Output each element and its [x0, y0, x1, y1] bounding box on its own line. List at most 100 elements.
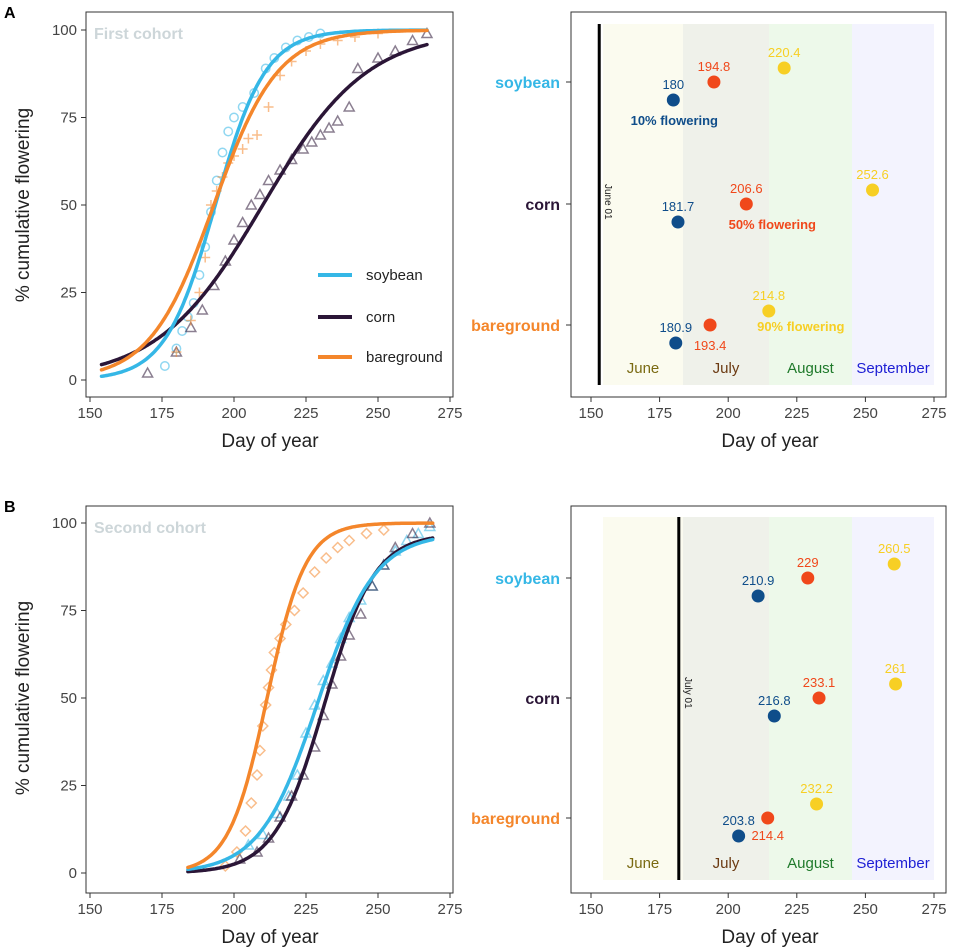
soybean-fit-curve [99, 28, 429, 379]
x-tick-label: 225 [784, 901, 809, 918]
month-label: July [713, 360, 740, 377]
y-axis-title: % cumulative flowering [13, 601, 34, 795]
data-point [406, 526, 419, 539]
point-bareground-10 [669, 336, 683, 350]
data-point [239, 824, 252, 838]
value-label: 193.4 [694, 338, 727, 353]
legend-label-corn: corn [366, 309, 395, 326]
category-label-corn: corn [525, 691, 560, 708]
value-label: 260.5 [878, 541, 911, 556]
x-axis-title: Day of year [721, 927, 819, 948]
data-point [288, 604, 301, 617]
data-point [236, 215, 249, 228]
data-point [141, 366, 154, 378]
y-tick-label: 0 [69, 372, 77, 389]
data-point [200, 252, 211, 263]
x-tick-label: 175 [647, 405, 672, 422]
month-label: June [627, 855, 660, 872]
point-bareground-50 [703, 318, 717, 332]
x-axis-title: Day of year [221, 431, 319, 452]
data-point [237, 144, 248, 154]
data-point [253, 187, 267, 200]
x-tick-label: 275 [437, 901, 462, 918]
data-point [423, 519, 437, 532]
first-cohort-dot-panel: June July August September 150 175 200 225 250 2… [471, 11, 947, 452]
data-point [217, 147, 228, 158]
month-band-july [683, 517, 769, 880]
data-point [229, 112, 239, 123]
category-label-bareground: bareground [471, 811, 560, 828]
data-point [297, 586, 310, 600]
x-tick-label: 200 [716, 405, 741, 422]
legend: soybean corn bareground [318, 267, 443, 366]
data-point [171, 347, 182, 357]
data-point [360, 527, 373, 540]
x-tick-label: 200 [221, 901, 246, 918]
data-point [365, 579, 379, 591]
month-band-august [769, 24, 852, 385]
second-cohort-curve-panel: 150 175 200 225 250 275 0 25 50 75 100 Second coho… [13, 505, 463, 948]
plot-frame [85, 11, 454, 398]
point-bareground-90 [810, 797, 824, 811]
x-tick-label: 275 [437, 405, 462, 422]
point-soybean-50 [707, 75, 721, 89]
data-point [227, 233, 241, 245]
month-band-september [852, 24, 934, 385]
point-corn-90 [866, 183, 880, 197]
category-label-corn: corn [525, 197, 560, 214]
data-point [262, 173, 275, 186]
x-tick-label: 150 [578, 901, 603, 918]
point-soybean-10 [666, 93, 680, 107]
panel-label-a: A [4, 5, 16, 22]
data-point [342, 100, 356, 112]
data-point [263, 102, 274, 112]
value-label: 180.9 [660, 320, 693, 335]
x-axis-title: Day of year [721, 431, 819, 452]
point-corn-50 [739, 197, 753, 211]
plot-frame [85, 505, 454, 894]
x-axis-title: Day of year [221, 927, 319, 948]
data-point [354, 607, 367, 619]
data-point [185, 315, 196, 326]
x-tick-label: 200 [716, 901, 741, 918]
value-label: 181.7 [662, 199, 695, 214]
data-point [343, 534, 356, 547]
second-cohort-dot-panel: June July August September 150 175 200 225 250 2… [471, 505, 947, 948]
bareground-fit-curve [186, 521, 435, 870]
y-tick-label: 50 [60, 197, 77, 214]
cohort-label: First cohort [94, 26, 184, 43]
data-point [314, 128, 327, 140]
point-soybean-90 [777, 61, 791, 75]
date-reference-label: July 01 [682, 677, 693, 709]
month-label: August [787, 855, 835, 872]
data-point [377, 523, 390, 537]
point-soybean-90 [887, 557, 901, 571]
data-point [296, 142, 310, 154]
annotation-90-flowering: 90% flowering [757, 319, 844, 334]
value-label: 194.8 [698, 59, 731, 74]
x-tick-label: 150 [578, 405, 603, 422]
point-soybean-50 [801, 571, 815, 585]
x-tick-label: 175 [149, 405, 174, 422]
annotation-10-flowering: 10% flowering [631, 113, 718, 128]
month-label: July [713, 855, 740, 872]
data-point [159, 361, 170, 371]
y-tick-label: 25 [60, 285, 77, 302]
value-label: 220.4 [768, 45, 801, 60]
annotation-50-flowering: 50% flowering [729, 217, 816, 232]
y-tick-label: 0 [69, 865, 77, 882]
data-point [351, 61, 365, 74]
data-point [256, 719, 269, 733]
x-tick-label: 200 [221, 405, 246, 422]
point-corn-50 [812, 691, 826, 705]
data-point [331, 541, 344, 554]
month-band-july [683, 24, 769, 385]
value-label: 214.4 [751, 828, 784, 843]
month-band-september [852, 517, 934, 880]
x-tick-label: 275 [921, 901, 946, 918]
month-label: August [787, 360, 835, 377]
x-tick-label: 175 [149, 901, 174, 918]
month-band-june [603, 24, 683, 385]
value-label: 214.8 [753, 288, 786, 303]
point-soybean-10 [751, 589, 765, 603]
